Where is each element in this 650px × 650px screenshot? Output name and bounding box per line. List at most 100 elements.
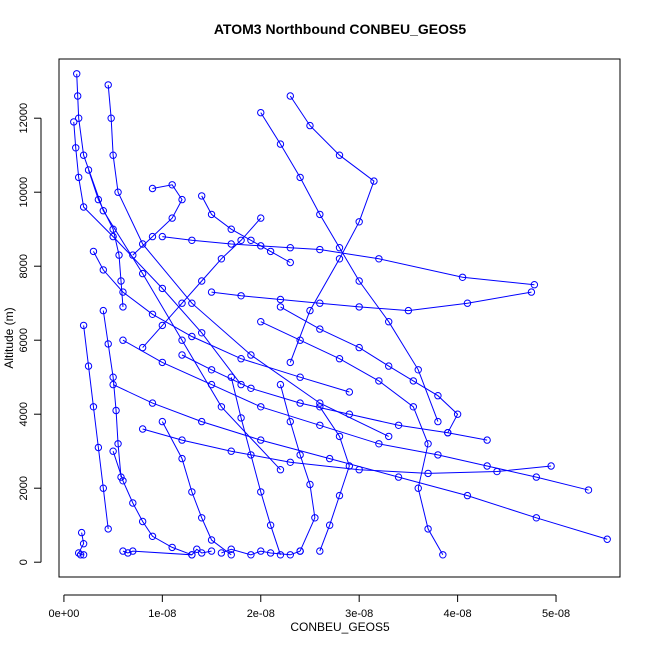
data-point (296, 336, 304, 344)
data-point (104, 81, 112, 89)
data-point (99, 484, 107, 492)
data-point (355, 343, 363, 352)
data-point (89, 403, 98, 411)
data-point (188, 236, 196, 245)
x-axis-label: CONBEU_GEOS5 (290, 620, 390, 634)
series-line-8 (112, 384, 608, 540)
data-point (335, 255, 344, 263)
series-line-17 (319, 406, 350, 552)
data-point (257, 242, 265, 250)
y-tick-label: 10000 (18, 177, 30, 208)
data-point (198, 192, 206, 200)
data-point (168, 181, 176, 189)
data-point (207, 547, 216, 555)
data-point (434, 417, 442, 426)
data-point (335, 491, 344, 500)
data-point (109, 232, 117, 241)
data-point (104, 525, 112, 533)
x-tick-label: 0e+00 (48, 608, 79, 620)
data-point (198, 514, 206, 522)
data-point (335, 355, 344, 363)
data-point (178, 351, 186, 359)
plot-frame (58, 58, 621, 578)
data-point (94, 195, 103, 204)
data-point (316, 421, 324, 429)
data-point (74, 114, 83, 122)
data-point (286, 551, 294, 559)
data-point (316, 325, 324, 333)
data-point (178, 436, 186, 444)
data-point (286, 458, 294, 466)
data-point (286, 358, 294, 367)
series-line-23 (102, 310, 122, 478)
data-point (115, 251, 123, 259)
series-line-4 (289, 95, 375, 363)
data-point (286, 244, 294, 252)
data-point (188, 332, 196, 341)
data-point (409, 403, 418, 411)
data-point (257, 436, 265, 444)
data-point (375, 255, 383, 263)
data-point (414, 366, 422, 374)
data-point (603, 535, 611, 543)
y-tick-label: 2000 (18, 476, 30, 500)
data-point (394, 421, 403, 429)
data-point (99, 266, 107, 274)
data-point (188, 299, 196, 307)
series-line-9 (142, 428, 552, 474)
data-point (453, 410, 462, 418)
data-point (434, 392, 442, 400)
data-point (158, 321, 167, 330)
data-point (198, 417, 206, 426)
data-point (247, 351, 255, 359)
data-point (227, 373, 235, 381)
data-point (129, 499, 137, 507)
x-tick-label: 3e-08 (345, 608, 373, 620)
data-point (119, 336, 127, 344)
data-point (296, 547, 304, 555)
data-point (84, 362, 93, 370)
data-point (355, 218, 363, 226)
data-point (306, 121, 314, 130)
y-tick-label: 6000 (18, 328, 30, 352)
data-point (424, 469, 432, 478)
data-point (178, 195, 186, 204)
data-point (266, 549, 275, 557)
y-tick-label: 12000 (18, 103, 30, 134)
data-point (483, 462, 491, 470)
y-tick-label: 4000 (18, 402, 30, 426)
data-point (325, 454, 334, 463)
data-point (74, 92, 82, 100)
series-line-10 (181, 354, 488, 441)
data-point (532, 514, 541, 522)
data-point (94, 443, 103, 452)
data-point (257, 108, 265, 117)
data-point (237, 380, 245, 389)
data-point (227, 545, 235, 553)
data-point (296, 451, 304, 459)
data-point (237, 292, 245, 300)
series-line-12 (280, 306, 459, 433)
data-point (375, 440, 383, 448)
data-point (325, 521, 334, 529)
data-point (444, 429, 452, 437)
data-point (316, 245, 324, 254)
data-point (394, 473, 403, 481)
series-line-25 (122, 548, 212, 556)
data-point (311, 514, 319, 522)
data-point (316, 547, 324, 555)
data-point (345, 388, 354, 396)
series-line-5 (162, 236, 535, 286)
data-point (138, 240, 147, 248)
data-point (266, 247, 275, 256)
series-line-11 (260, 321, 444, 556)
data-point (296, 373, 304, 381)
data-point (247, 451, 255, 459)
y-axis-label: Altitude (m) (2, 307, 16, 368)
data-point (276, 466, 285, 474)
series-line-7 (122, 339, 589, 491)
data-point (198, 277, 206, 285)
data-point (79, 321, 88, 330)
data-point (119, 303, 127, 311)
data-point (117, 473, 125, 481)
